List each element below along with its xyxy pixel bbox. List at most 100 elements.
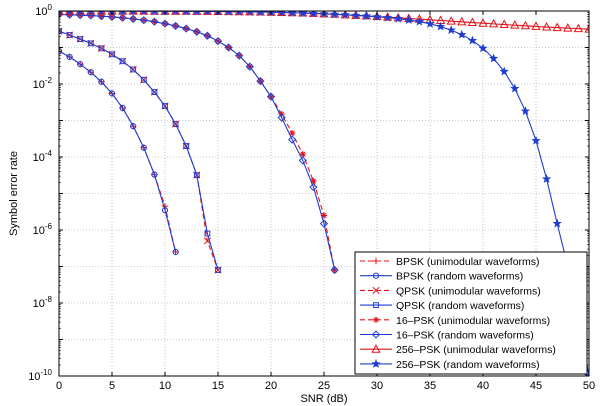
data-point — [202, 11, 213, 15]
legend-label: 256–PSK (unimodular waveforms) — [396, 344, 556, 356]
y-tick-exponent: -8 — [45, 295, 53, 304]
data-point — [140, 76, 147, 83]
data-point — [59, 28, 62, 35]
data-point — [172, 11, 179, 16]
data-point — [96, 11, 107, 15]
data-point — [310, 177, 317, 185]
data-point — [499, 66, 509, 76]
legend-marker — [373, 302, 379, 309]
data-point — [457, 16, 467, 26]
data-point — [109, 51, 115, 58]
data-point — [320, 212, 328, 219]
data-point — [245, 62, 254, 71]
data-point — [66, 53, 73, 61]
data-point — [128, 11, 138, 15]
y-tick-base: 10 — [28, 371, 40, 383]
data-point — [308, 11, 319, 18]
data-point — [541, 174, 552, 183]
data-point — [97, 12, 106, 21]
y-tick-base: 10 — [33, 225, 45, 237]
data-point — [183, 11, 190, 16]
data-point — [309, 182, 318, 192]
data-point — [256, 11, 265, 17]
data-point — [382, 12, 393, 22]
data-point — [584, 371, 589, 376]
series-3 — [59, 28, 221, 273]
series-plot-area — [59, 11, 589, 376]
y-tick-label: 10-8 — [33, 295, 53, 310]
y-tick-label: 10-2 — [33, 76, 53, 91]
data-point — [329, 11, 340, 19]
legend-label: 16–PSK (random waveforms) — [396, 330, 534, 342]
data-point — [298, 11, 308, 18]
y-tick-base: 10 — [33, 79, 45, 91]
data-point — [204, 11, 211, 16]
data-point — [488, 53, 499, 63]
data-point — [256, 77, 265, 86]
data-point — [151, 89, 158, 95]
legend-item: 256–PSK (unimodular waveforms) — [360, 344, 556, 356]
data-point — [160, 19, 170, 28]
data-point — [203, 31, 212, 40]
data-point — [86, 11, 96, 15]
x-tick-label: 15 — [212, 380, 224, 392]
series-1 — [59, 47, 179, 256]
y-tick-exponent: -10 — [40, 368, 52, 377]
data-point — [182, 24, 191, 33]
data-point — [183, 143, 190, 149]
legend-box — [354, 251, 588, 375]
data-point — [266, 92, 276, 101]
x-tick-label: 5 — [109, 380, 115, 392]
data-point — [98, 45, 105, 52]
data-point — [446, 25, 456, 35]
legend-label: QPSK (random waveforms) — [396, 300, 524, 312]
data-point — [170, 11, 181, 15]
x-tick-label: 50 — [583, 380, 595, 392]
data-point — [446, 16, 456, 25]
data-point — [118, 13, 127, 22]
data-point — [552, 22, 562, 32]
data-point — [129, 14, 138, 23]
data-point — [289, 129, 296, 137]
y-axis-label: Symbol error rate — [8, 151, 20, 236]
x-tick-label: 30 — [371, 380, 383, 392]
legend-marker — [372, 286, 380, 294]
data-point — [161, 207, 169, 214]
data-point — [119, 104, 126, 112]
data-point — [140, 144, 147, 151]
data-point — [393, 13, 403, 23]
data-point — [149, 11, 160, 15]
data-point — [193, 11, 200, 16]
legend-label: 16–PSK (unimodular waveforms) — [396, 315, 550, 327]
data-point — [287, 11, 297, 17]
legend-label: BPSK (random waveforms) — [396, 271, 523, 283]
data-point — [77, 11, 84, 16]
data-point — [552, 218, 562, 228]
x-tick-label: 10 — [159, 380, 171, 392]
legend-item: QPSK (unimodular waveforms) — [360, 285, 541, 297]
data-point — [87, 40, 94, 47]
y-tick-base: 10 — [33, 298, 45, 310]
data-point — [108, 90, 116, 97]
series-line — [59, 50, 177, 253]
data-point — [119, 11, 126, 16]
x-axis-label: SNR (dB) — [300, 393, 347, 405]
data-point — [288, 135, 297, 144]
legend-marker — [371, 358, 381, 368]
data-point — [478, 43, 488, 53]
data-point — [87, 11, 94, 16]
data-point — [87, 69, 94, 76]
data-point — [213, 36, 223, 46]
legend-item: BPSK (unimodular waveforms) — [360, 256, 540, 268]
data-point — [225, 11, 233, 16]
data-point — [499, 19, 509, 29]
data-point — [425, 18, 435, 28]
data-point — [299, 150, 306, 158]
data-point — [531, 135, 541, 145]
data-point — [139, 11, 149, 15]
data-point — [467, 17, 478, 27]
y-tick-exponent: -4 — [45, 149, 53, 158]
x-tick-label: 35 — [424, 380, 436, 392]
data-point — [77, 36, 84, 42]
